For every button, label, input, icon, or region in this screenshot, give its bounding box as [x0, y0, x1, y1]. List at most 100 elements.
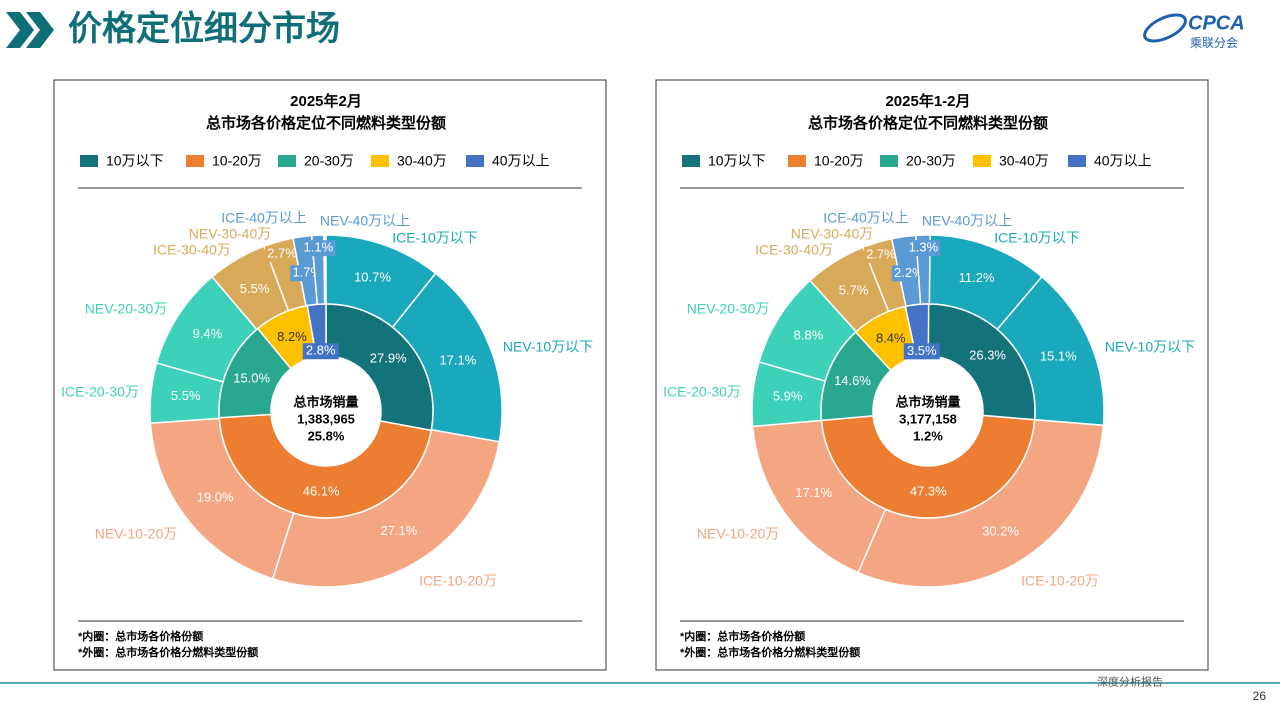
- outer-value-label: 1.1%: [304, 240, 334, 255]
- inner-value-label: 8.2%: [277, 329, 307, 344]
- outer-value-label: 11.2%: [959, 270, 995, 285]
- inner-value-label: 47.3%: [910, 483, 947, 498]
- center-text: 1,383,965: [297, 411, 355, 426]
- legend-label: 40万以上: [492, 153, 550, 169]
- outer-category-label: ICE-10-20万: [1021, 573, 1099, 589]
- outer-category-label: NEV-10万以下: [503, 339, 593, 355]
- inner-value-label: 14.6%: [834, 373, 871, 388]
- outer-category-label: ICE-30-40万: [755, 242, 833, 258]
- inner-slice: [927, 303, 1036, 421]
- outer-category-label: ICE-10万以下: [392, 230, 478, 246]
- outer-category-label: NEV-20-30万: [687, 301, 769, 317]
- legend-swatch: [186, 155, 204, 167]
- outer-value-label: 17.1%: [795, 485, 832, 500]
- legend-label: 30-40万: [397, 153, 447, 169]
- legend-label: 40万以上: [1094, 153, 1152, 169]
- inner-slice: [218, 413, 433, 519]
- page-title: 价格定位细分市场: [68, 9, 340, 48]
- outer-value-label: 2.7%: [866, 246, 896, 261]
- outer-value-label: 1.3%: [909, 240, 939, 255]
- outer-value-label: 5.9%: [773, 389, 803, 404]
- outer-category-label: NEV-30-40万: [189, 226, 271, 242]
- label-box: [265, 246, 300, 263]
- footnote: *内圈：总市场各价格份额: [78, 629, 203, 643]
- legend-swatch: [466, 155, 484, 167]
- legend-swatch: [880, 155, 898, 167]
- outer-value-label: 5.7%: [839, 283, 869, 298]
- outer-value-label: 19.0%: [197, 490, 234, 505]
- legend-swatch: [80, 155, 98, 167]
- inner-slice: [325, 303, 434, 432]
- legend-swatch: [1068, 155, 1086, 167]
- outer-category-label: NEV-10万以下: [1105, 339, 1195, 355]
- legend-swatch: [278, 155, 296, 167]
- outer-category-label: NEV-10-20万: [697, 526, 779, 542]
- page-number: 26: [1253, 689, 1267, 703]
- logo: CPCA: [1188, 12, 1245, 34]
- legend-label: 10-20万: [814, 153, 864, 169]
- logo-mark: [1143, 13, 1187, 43]
- outer-value-label: 5.5%: [240, 281, 270, 296]
- outer-category-label: ICE-40万以上: [823, 210, 909, 226]
- legend-label: 10万以下: [708, 153, 766, 169]
- inner-slice: [820, 414, 1036, 519]
- outer-category-label: NEV-20-30万: [85, 301, 167, 317]
- outer-value-label: 8.8%: [794, 328, 824, 343]
- chart-subtitle: 总市场各价格定位不同燃料类型份额: [808, 114, 1048, 132]
- center-text: 3,177,158: [899, 411, 957, 426]
- logo-sub: 乘联分会: [1190, 36, 1238, 50]
- outer-category-label: NEV-40万以上: [320, 213, 410, 229]
- footer-text: 深度分析报告: [1097, 675, 1163, 689]
- inner-value-label: 27.9%: [370, 351, 407, 366]
- footnote: *内圈：总市场各价格份额: [680, 629, 805, 643]
- outer-value-label: 17.1%: [439, 353, 476, 368]
- label-box: [302, 343, 339, 360]
- outer-category-label: ICE-40万以上: [221, 210, 307, 226]
- label-box: [903, 343, 940, 360]
- outer-value-label: 10.7%: [354, 269, 391, 284]
- outer-value-label: 2.2%: [894, 265, 924, 280]
- outer-value-label: 30.2%: [982, 523, 1019, 538]
- chart-title: 2025年2月: [290, 92, 362, 110]
- inner-value-label: 2.8%: [306, 343, 336, 358]
- legend-swatch: [371, 155, 389, 167]
- label-box: [906, 240, 941, 257]
- footnote: *外圈：总市场各价格分燃料类型份额: [78, 645, 258, 659]
- legend-label: 10万以下: [106, 153, 164, 169]
- outer-category-label: ICE-30-40万: [153, 242, 231, 258]
- chevron: [26, 12, 54, 48]
- outer-value-label: 27.1%: [380, 523, 417, 538]
- outer-value-label: 5.5%: [171, 388, 201, 403]
- center-text: 总市场销量: [895, 394, 960, 409]
- outer-category-label: NEV-10-20万: [95, 526, 177, 542]
- legend-label: 20-30万: [304, 153, 354, 169]
- legend-swatch: [973, 155, 991, 167]
- footnote: *外圈：总市场各价格分燃料类型份额: [680, 645, 860, 659]
- outer-value-label: 9.4%: [193, 326, 223, 341]
- label-box: [301, 240, 336, 257]
- label-box: [891, 265, 926, 282]
- legend-swatch: [788, 155, 806, 167]
- legend-swatch: [682, 155, 700, 167]
- inner-value-label: 26.3%: [969, 348, 1006, 363]
- outer-category-label: ICE-20-30万: [663, 384, 741, 400]
- outer-category-label: ICE-20-30万: [61, 384, 139, 400]
- legend-label: 30-40万: [999, 153, 1049, 169]
- outer-value-label: 2.7%: [267, 245, 297, 260]
- label-box: [864, 246, 899, 263]
- center-text: 25.8%: [308, 428, 345, 443]
- center-text: 总市场销量: [293, 394, 358, 409]
- chevron: [6, 12, 34, 48]
- outer-category-label: NEV-40万以上: [922, 213, 1012, 229]
- center-text: 1.2%: [913, 428, 943, 443]
- inner-value-label: 15.0%: [233, 370, 270, 385]
- chart-title: 2025年1-2月: [885, 92, 970, 110]
- outer-category-label: ICE-10-20万: [419, 573, 497, 589]
- legend-label: 20-30万: [906, 153, 956, 169]
- inner-value-label: 46.1%: [303, 483, 340, 498]
- inner-value-label: 3.5%: [907, 343, 937, 358]
- inner-value-label: 8.4%: [876, 330, 906, 345]
- outer-value-label: 15.1%: [1040, 348, 1077, 363]
- outer-category-label: ICE-10万以下: [994, 230, 1080, 246]
